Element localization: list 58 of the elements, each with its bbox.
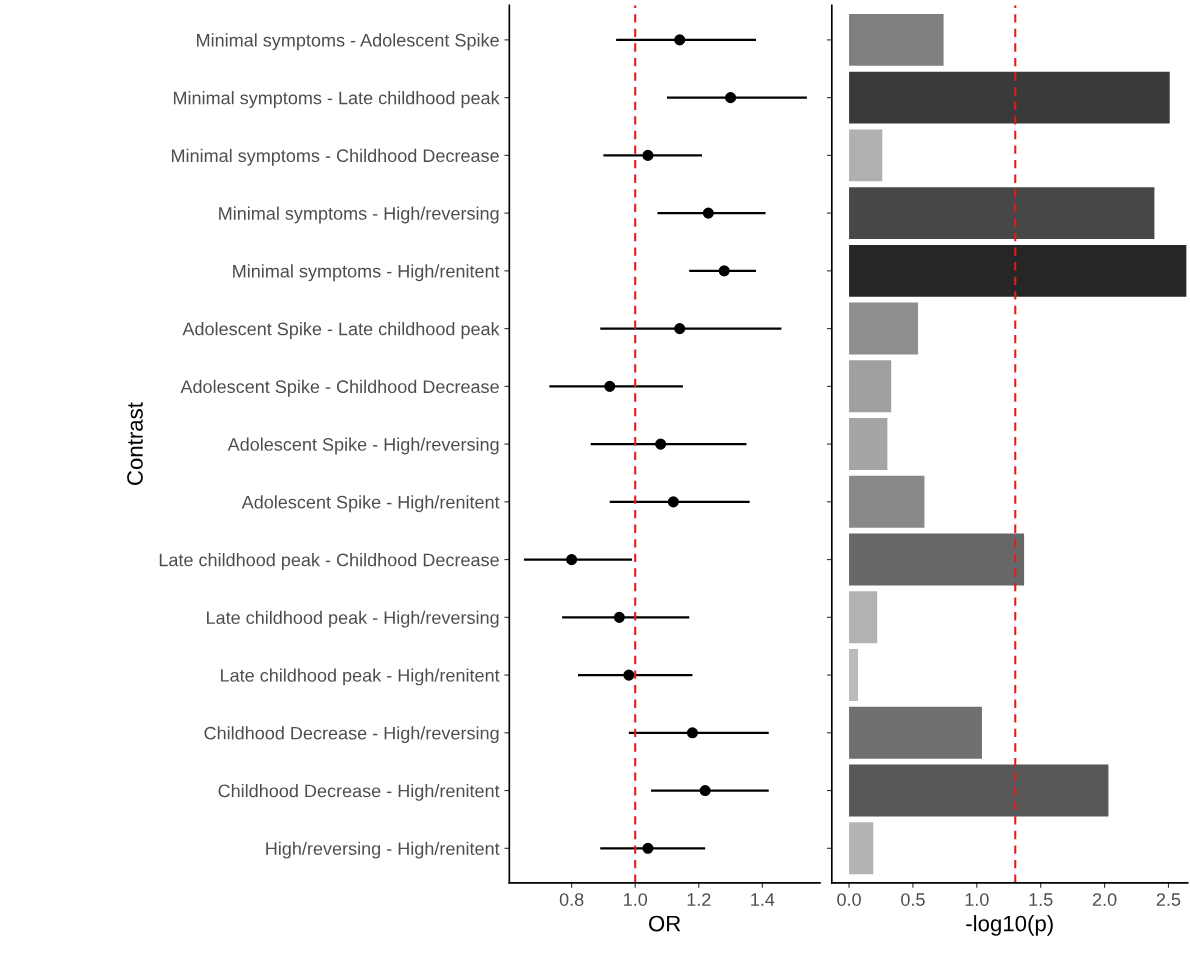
point	[655, 438, 667, 450]
point	[604, 380, 616, 392]
x-tick-label: 1.4	[751, 893, 775, 906]
point	[674, 34, 686, 46]
x-tick-label: 1.0	[965, 893, 989, 906]
point	[613, 611, 625, 623]
bar	[849, 533, 1025, 586]
y-tick-label: Adolescent Spike - Late childhood peak	[182, 322, 500, 339]
y-tick-label: Late childhood peak - High/renitent	[221, 668, 500, 686]
bar	[849, 475, 925, 528]
y-tick-label: Minimal symptoms - Childhood Decrease	[171, 148, 499, 166]
y-tick-label: Adolescent Spike - High/renitent	[241, 495, 500, 513]
point	[642, 149, 654, 161]
bar	[849, 822, 874, 875]
x-axis-title: OR	[649, 915, 681, 932]
y-tick-label: Minimal symptoms - Adolescent Spike	[197, 33, 499, 51]
bar	[849, 129, 883, 182]
y-tick-label: Minimal symptoms - High/renitent	[233, 264, 500, 282]
y-tick-label: Minimal symptoms - High/reversing	[219, 206, 499, 224]
bar	[849, 418, 888, 471]
point	[674, 323, 686, 335]
point	[566, 554, 578, 566]
y-tick-label: Late childhood peak - High/reversing	[207, 610, 499, 628]
point	[725, 92, 737, 104]
bar	[849, 13, 944, 66]
x-axis-title: -log10(p)	[966, 915, 1053, 936]
point	[718, 265, 730, 277]
y-axis-title: Contrast	[127, 402, 143, 485]
point	[686, 727, 698, 739]
bar	[849, 71, 1170, 124]
bar	[849, 244, 1187, 297]
x-tick-label: 2.0	[1092, 893, 1117, 906]
bar	[849, 360, 892, 413]
y-tick-label: Childhood Decrease - High/reversing	[204, 726, 499, 744]
point	[667, 496, 679, 508]
y-tick-label: High/reversing - High/renitent	[266, 841, 500, 859]
y-tick-label: Late childhood peak - Childhood Decrease	[159, 553, 499, 570]
y-tick-label: Adolescent Spike - Childhood Decrease	[180, 379, 499, 397]
x-tick-label: 2.5	[1156, 893, 1181, 906]
bar	[849, 591, 878, 644]
bar	[849, 764, 1109, 817]
y-tick-label: Childhood Decrease - High/renitent	[218, 784, 500, 801]
bar	[849, 706, 982, 759]
x-tick-label: 1.2	[687, 893, 711, 906]
x-tick-label: 0.0	[837, 893, 861, 906]
point	[699, 785, 711, 797]
x-tick-label: 1.0	[624, 893, 648, 906]
point	[642, 842, 654, 854]
x-tick-label: 0.5	[901, 893, 925, 906]
x-tick-label: 1.5	[1029, 893, 1053, 906]
bar	[849, 649, 858, 702]
y-tick-label: Adolescent Spike - High/reversing	[227, 437, 499, 455]
y-tick-label: Minimal symptoms - Late childhood peak	[173, 91, 500, 108]
bar	[849, 187, 1155, 240]
point	[702, 207, 714, 219]
x-tick-label: 0.8	[559, 893, 584, 906]
point	[623, 669, 635, 681]
bar	[849, 302, 919, 355]
